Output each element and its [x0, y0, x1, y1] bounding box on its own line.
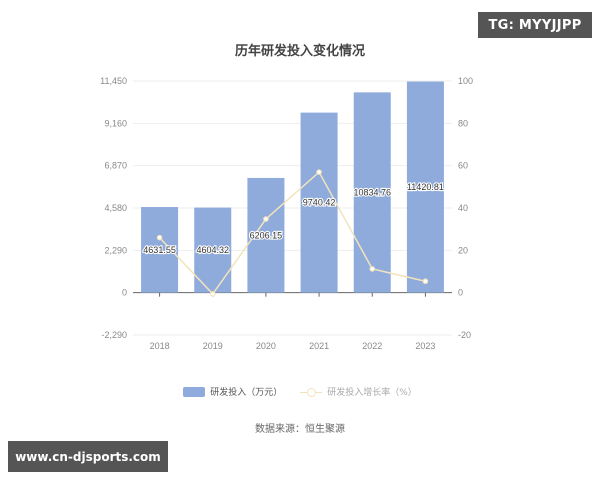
- bar-2019[interactable]: [194, 207, 232, 293]
- growth-point-2022[interactable]: [369, 266, 376, 272]
- legend-item-rd-investment[interactable]: 研发投入（万元）: [183, 385, 282, 398]
- x-tick-label: 2020: [256, 341, 276, 351]
- y-left-tick: 0: [122, 288, 127, 298]
- bar-value-label: 10834.76: [353, 188, 391, 198]
- growth-point-2023[interactable]: [422, 278, 429, 285]
- y-right-tick: -20: [458, 330, 471, 340]
- y-left-tick: 2,290: [104, 245, 127, 255]
- chart-title: 历年研发投入变化情况: [234, 44, 365, 59]
- x-tick-label: 2019: [203, 341, 223, 351]
- y-right-tick: 40: [458, 203, 468, 213]
- bar-value-label: 9740.42: [303, 198, 336, 208]
- x-tick-label: 2022: [362, 341, 382, 351]
- y-right-tick: 100: [458, 76, 473, 86]
- growth-point-2021[interactable]: [316, 169, 322, 175]
- y-left-tick: 9,160: [104, 118, 127, 128]
- bar-value-label: 6206.15: [250, 230, 283, 240]
- y-right-tick: 0: [458, 288, 463, 298]
- y-left-tick: 6,870: [104, 161, 127, 171]
- data-source: 数据来源：恒生聚源: [255, 424, 345, 435]
- y-left-tick: 4,580: [104, 203, 127, 213]
- growth-rate-line: [159, 170, 426, 296]
- legend-label-bar: 研发投入（万元）: [210, 388, 283, 398]
- legend-item-growth-rate[interactable]: 研发投入增长率（%）: [300, 385, 417, 398]
- x-tick-label: 2023: [415, 341, 435, 351]
- y-left-tick: 11,450: [100, 76, 127, 86]
- y-right-tick: 20: [458, 245, 468, 255]
- watermark-site: www.cn-djsports.com: [8, 441, 168, 472]
- y-right-tick: 60: [458, 161, 468, 171]
- bar-2021[interactable]: [300, 112, 338, 293]
- growth-point-2018[interactable]: [156, 234, 163, 241]
- line-swatch-icon: [300, 387, 323, 397]
- growth-point-2020[interactable]: [263, 216, 269, 222]
- y-left-tick: -2,290: [101, 330, 127, 340]
- legend: 研发投入（万元） 研发投入增长率（%）: [0, 385, 600, 398]
- bar-swatch-icon: [183, 386, 206, 397]
- y-right-tick: 80: [458, 118, 468, 128]
- bar-2023[interactable]: [406, 81, 444, 293]
- bar-value-label: 4604.32: [196, 245, 229, 255]
- bar-value-label: 4631.55: [143, 245, 176, 255]
- x-tick-label: 2021: [309, 341, 329, 351]
- growth-point-2019[interactable]: [209, 291, 216, 297]
- watermark-tg: TG: MYYJJPP: [478, 12, 592, 38]
- bar-2022[interactable]: [353, 92, 391, 293]
- legend-label-line: 研发投入增长率（%）: [327, 388, 417, 398]
- bar-value-label: 11420.81: [407, 182, 444, 192]
- x-tick-label: 2018: [150, 341, 170, 351]
